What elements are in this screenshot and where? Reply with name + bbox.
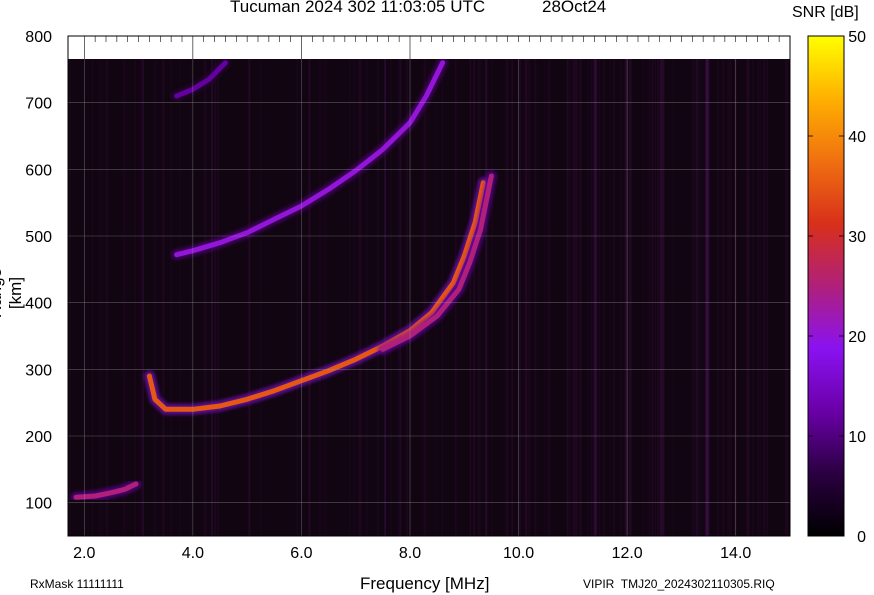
chart-title: Tucuman 2024 302 11:03:05 UTC — [230, 0, 486, 16]
colorbar-label: SNR [dB] — [792, 4, 859, 21]
y-tick-label: 400 — [25, 296, 52, 313]
rxmask-label: RxMask 11111111 — [30, 577, 124, 591]
plot-frame — [67, 35, 791, 537]
y-tick-label: 600 — [25, 162, 52, 179]
colorbar-tick-label: 30 — [848, 229, 866, 246]
colorbar — [807, 35, 845, 537]
y-tick-label: 300 — [25, 362, 52, 379]
noise-streaks — [68, 59, 789, 536]
y-tick-label: 700 — [25, 96, 52, 113]
trace-4 — [174, 60, 228, 99]
grid — [68, 59, 790, 536]
y-tick-label: 500 — [25, 229, 52, 246]
plot-background — [68, 59, 790, 536]
y-axis-label: Range [km] — [0, 267, 25, 319]
x-axis-label: Frequency [MHz] — [360, 574, 490, 593]
x-tick-label: 2.0 — [73, 545, 95, 562]
plot-top-margin — [68, 36, 790, 59]
colorbar-tick-label: 0 — [857, 529, 866, 546]
x-tick-label: 6.0 — [290, 545, 312, 562]
x-tick-label: 12.0 — [612, 545, 643, 562]
x-tick-label: 10.0 — [503, 545, 534, 562]
y-tick-label: 100 — [25, 496, 52, 513]
x-tick-label: 4.0 — [182, 545, 204, 562]
x-tick-label: 8.0 — [399, 545, 421, 562]
colorbar-tick-label: 40 — [848, 129, 866, 146]
colorbar-tick-label: 20 — [848, 329, 866, 346]
y-tick-label: 800 — [25, 29, 52, 46]
trace-0 — [73, 481, 139, 500]
colorbar-tick-label: 50 — [848, 29, 866, 46]
top-minor-ticks — [83, 36, 780, 59]
trace-3 — [174, 60, 446, 258]
y-tick-label: 200 — [25, 429, 52, 446]
file-info-label: VIPIR TMJ20_2024302110305.RIQ — [583, 577, 775, 591]
x-tick-label: 14.0 — [720, 545, 751, 562]
colorbar-tick-label: 10 — [848, 429, 866, 446]
trace-1 — [146, 180, 486, 412]
chart-date: 28Oct24 — [542, 0, 607, 16]
